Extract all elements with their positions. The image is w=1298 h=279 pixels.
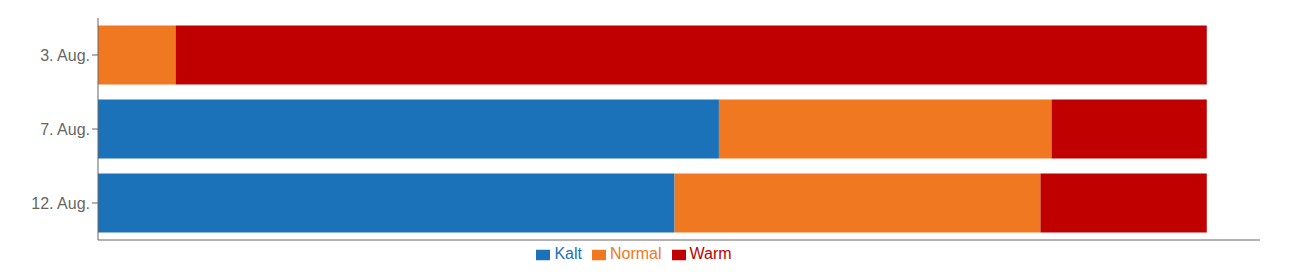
svg-text:12. Aug.: 12. Aug.: [31, 195, 90, 212]
html-text:Kalt: Kalt: [554, 245, 582, 262]
html-text:Warm: Warm: [689, 245, 732, 262]
svg-text:7. Aug.: 7. Aug.: [40, 121, 90, 138]
html-text:Normal: Normal: [610, 245, 662, 262]
svg-text:3. Aug.: 3. Aug.: [40, 47, 90, 64]
